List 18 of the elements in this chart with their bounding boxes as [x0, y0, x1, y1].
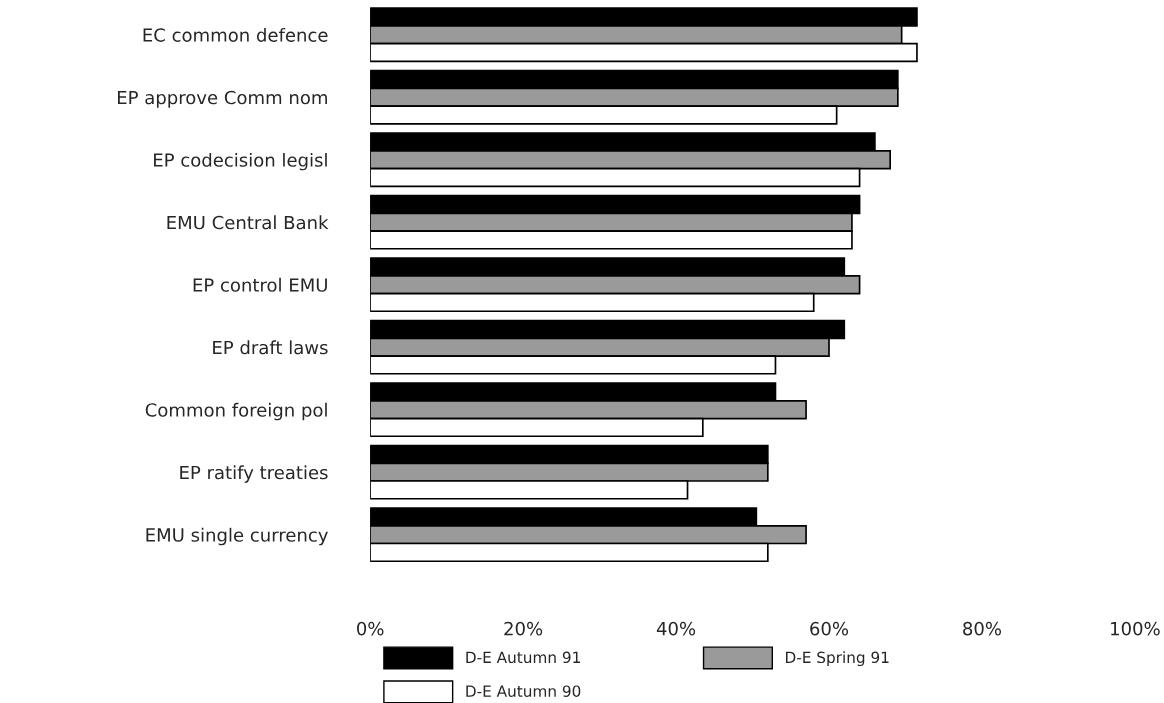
legend-label: D-E Spring 91 [786, 651, 889, 667]
y-tick-label: EP draft laws [213, 340, 328, 355]
x-tick-label: 0% [357, 621, 384, 636]
y-tick-label: EMU single currency [146, 527, 328, 546]
y-tick-label: EP ratify treaties [180, 465, 328, 483]
legend-label: D-E Autumn 91 [466, 651, 580, 664]
legend-label: D-E Autumn 90 [466, 685, 581, 697]
x-tick-label: 100% [1111, 621, 1160, 636]
y-tick-label: EMU Central Bank [167, 215, 329, 230]
y-tick-label: EP codecision legisl [154, 152, 327, 171]
x-tick-label: 60% [810, 621, 849, 636]
x-tick-label: 20% [504, 621, 543, 636]
x-tick-label: 40% [656, 621, 696, 636]
x-tick-label: 80% [963, 621, 1002, 636]
y-tick-label: EP approve Comm nom [117, 90, 327, 108]
y-tick-label: Common foreign pol [145, 402, 327, 421]
y-tick-label: EC common defence [143, 27, 328, 42]
y-tick-label: EP control EMU [193, 277, 327, 292]
